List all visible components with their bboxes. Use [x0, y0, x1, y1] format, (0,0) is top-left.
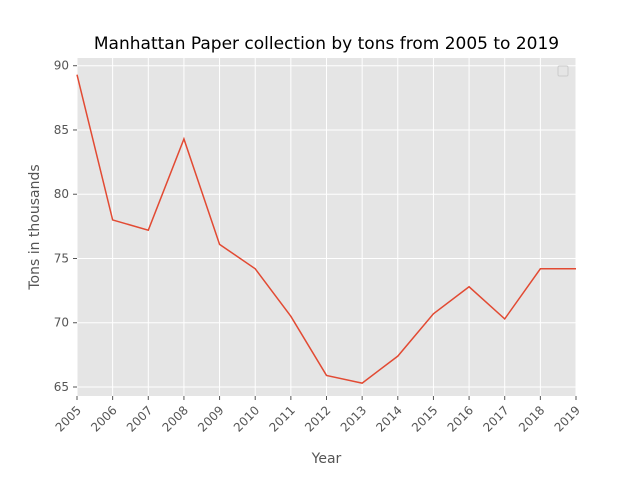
x-tick-label: 2018 [516, 403, 547, 434]
x-tick-label: 2010 [231, 403, 262, 434]
x-tick-label: 2014 [373, 403, 404, 434]
y-tick-label: 75 [54, 251, 69, 265]
y-tick-label: 90 [54, 59, 69, 73]
y-tick-label: 65 [54, 380, 69, 394]
y-tick-label: 70 [54, 316, 69, 330]
x-tick-label: 2016 [445, 403, 476, 434]
x-tick-label: 2005 [53, 403, 84, 434]
x-tick-label: 2017 [480, 403, 511, 434]
x-tick-label: 2006 [88, 403, 119, 434]
legend-box [557, 65, 569, 77]
x-tick-label: 2009 [195, 403, 226, 434]
x-tick-label: 2007 [124, 403, 155, 434]
grid [76, 58, 577, 396]
series-line [76, 74, 576, 384]
chart-title: Manhattan Paper collection by tons from … [94, 34, 559, 54]
y-tick-label: 80 [54, 187, 69, 201]
x-axis-label: Year [311, 451, 342, 467]
x-tick-label: 2019 [552, 403, 583, 434]
x-tick-label: 2012 [302, 403, 333, 434]
x-tick-label: 2013 [338, 403, 369, 434]
x-tick-label: 2015 [409, 403, 440, 434]
y-axis-label: Tons in thousands [27, 164, 43, 290]
x-tick-label: 2011 [266, 403, 297, 434]
y-tick-label: 85 [54, 123, 69, 137]
x-tick-label: 2008 [160, 403, 191, 434]
